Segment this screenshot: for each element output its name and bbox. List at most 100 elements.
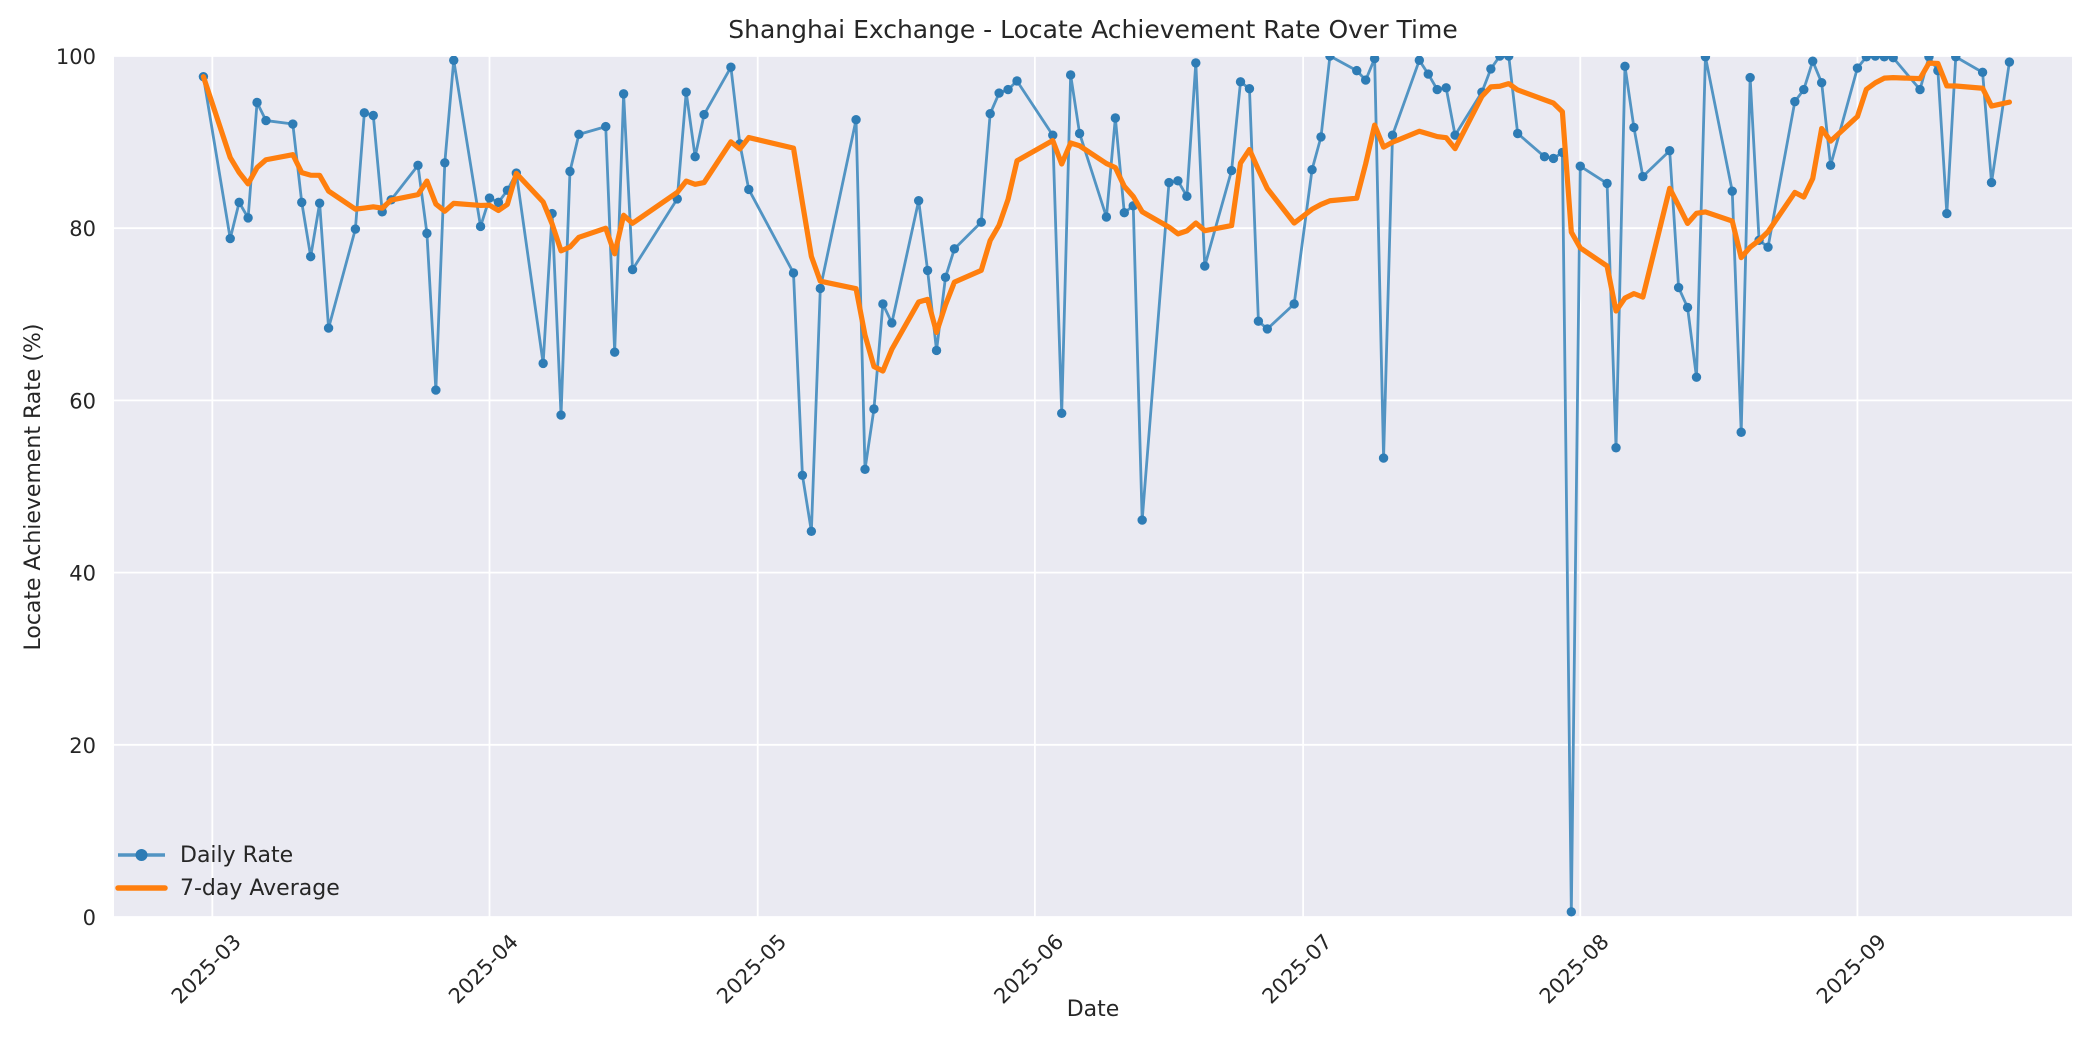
data-point-marker — [1816, 77, 1827, 88]
data-point-marker — [1548, 153, 1559, 164]
data-point-marker — [574, 129, 584, 140]
data-point-marker — [1745, 72, 1755, 83]
data-point-marker — [601, 121, 611, 132]
data-point-marker — [413, 160, 423, 171]
data-point-marker — [1432, 84, 1442, 95]
data-point-marker — [1226, 165, 1237, 176]
data-point-marker — [1137, 515, 1147, 525]
x-tick-label: 2025-05 — [712, 930, 791, 1009]
x-tick-label: 2025-07 — [1258, 930, 1337, 1009]
data-point-marker — [699, 109, 709, 120]
data-point-marker — [860, 464, 870, 474]
data-point-marker — [815, 283, 826, 294]
data-point-marker — [887, 318, 897, 328]
data-point-marker — [985, 108, 995, 119]
data-point-marker — [1638, 171, 1648, 182]
data-point-marker — [1369, 56, 1380, 64]
data-point-marker — [493, 197, 504, 208]
data-point-marker — [690, 152, 700, 162]
data-point-marker — [1316, 132, 1326, 142]
data-point-marker — [1879, 56, 1889, 62]
data-point-marker — [1861, 56, 1872, 62]
data-point-marker — [878, 299, 888, 309]
data-point-marker — [1888, 56, 1898, 63]
data-point-marker — [1763, 242, 1773, 252]
y-tick-label: 60 — [69, 389, 96, 413]
y-axis-label: Locate Achievement Rate (%) — [21, 323, 46, 650]
data-point-marker — [1423, 69, 1433, 79]
data-point-marker — [422, 228, 432, 239]
data-point-marker — [359, 108, 370, 118]
data-point-marker — [1387, 130, 1398, 140]
data-point-marker — [744, 184, 754, 195]
data-point-marker — [1003, 84, 1013, 95]
data-point-marker — [1325, 56, 1335, 61]
data-point-marker — [1727, 186, 1737, 196]
seven-day-average-line — [200, 60, 2013, 374]
data-point-marker — [1486, 64, 1496, 74]
data-point-marker — [431, 385, 441, 395]
data-point-marker — [1682, 302, 1693, 313]
data-point-marker — [556, 410, 566, 420]
data-point-marker — [1620, 61, 1630, 72]
seven-day-average-path — [200, 60, 2013, 374]
legend-entry-7day-average: 7-day Average — [115, 876, 340, 901]
data-point-marker — [225, 233, 235, 244]
data-point-marker — [726, 62, 736, 72]
x-tick-label: 2025-08 — [1535, 930, 1614, 1009]
data-point-marker — [288, 119, 298, 129]
data-point-marker — [565, 166, 575, 177]
data-point-marker — [2004, 57, 2015, 67]
data-point-marker — [1673, 282, 1684, 293]
data-point-marker — [1951, 56, 1961, 62]
data-point-marker — [475, 221, 486, 232]
data-point-marker — [1012, 76, 1022, 86]
data-point-marker — [1253, 316, 1264, 326]
data-point-marker — [1790, 96, 1800, 107]
legend: Daily Rate 7-day Average — [115, 843, 340, 901]
x-tick-label: 2025-03 — [167, 930, 246, 1009]
data-point-marker — [1799, 84, 1809, 95]
y-axis-tick-labels: 0 20 40 60 80 100 — [56, 45, 96, 930]
chart-title: Shanghai Exchange - Locate Achievement R… — [728, 15, 1457, 44]
data-point-marker — [1289, 299, 1299, 309]
data-point-marker — [1575, 161, 1585, 171]
data-point-marker — [1074, 128, 1085, 139]
data-point-marker — [1977, 67, 1988, 78]
data-point-marker — [1262, 324, 1273, 334]
data-point-marker — [1191, 58, 1201, 68]
x-tick-label: 2025-06 — [989, 930, 1068, 1009]
data-point-marker — [1235, 77, 1246, 87]
data-point-marker — [1378, 453, 1389, 463]
data-point-marker — [1852, 63, 1863, 73]
daily-rate-markers — [198, 56, 2015, 917]
data-point-marker — [618, 89, 629, 99]
data-point-marker — [449, 56, 459, 66]
data-point-marker — [1048, 130, 1058, 140]
data-point-marker — [913, 195, 924, 206]
data-point-marker — [1119, 208, 1129, 218]
data-point-marker — [1915, 84, 1925, 95]
data-point-marker — [1924, 56, 1934, 62]
data-point-marker — [1101, 212, 1112, 222]
data-point-marker — [1942, 208, 1952, 219]
data-point-marker — [609, 347, 620, 357]
daily-rate-swatch-marker — [135, 849, 148, 861]
data-point-marker — [922, 265, 933, 276]
data-point-marker — [994, 88, 1004, 98]
data-point-marker — [1602, 178, 1612, 189]
data-point-marker — [1986, 177, 1997, 188]
data-point-marker — [1504, 56, 1514, 61]
legend-label-daily-rate: Daily Rate — [180, 843, 293, 868]
data-point-marker — [1808, 56, 1818, 66]
y-tick-label: 0 — [83, 906, 96, 930]
y-tick-label: 40 — [69, 562, 96, 586]
data-point-marker — [1512, 128, 1523, 139]
data-point-marker — [1414, 56, 1425, 66]
data-point-marker — [314, 198, 325, 208]
data-point-marker — [1736, 427, 1746, 437]
data-point-marker — [949, 244, 960, 254]
data-point-marker — [1307, 164, 1317, 175]
